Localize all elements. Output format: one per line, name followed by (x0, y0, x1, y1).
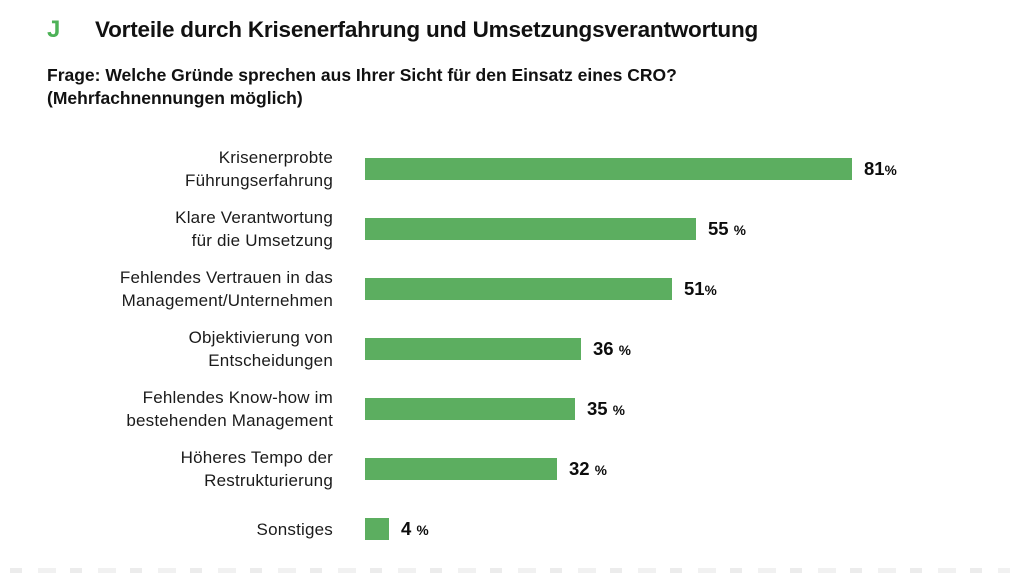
percent-sign: % (704, 283, 717, 298)
chart-row: Krisenerprobte Führungserfahrung 81% (47, 139, 977, 199)
bar (365, 278, 672, 300)
percent-sign: % (416, 523, 429, 538)
value-label: 36 % (593, 338, 631, 359)
value-label: 32 % (569, 458, 607, 479)
bar-wrap: 51% (365, 278, 717, 300)
category-label-line: Höheres Tempo der (180, 448, 333, 467)
bar (365, 518, 389, 540)
bar (365, 338, 581, 360)
bar-chart: Krisenerprobte Führungserfahrung 81% Klar… (47, 139, 977, 559)
category-label-line: Fehlendes Know-how im (142, 388, 333, 407)
bar-wrap: 81% (365, 158, 897, 180)
cutoff-text-artifact (10, 568, 1010, 573)
chart-row: Fehlendes Know-how im bestehenden Managem… (47, 379, 977, 439)
chart-row: Höheres Tempo der Restrukturierung 32 % (47, 439, 977, 499)
category-label-line: für die Umsetzung (191, 231, 333, 250)
category-label-line: Management/Unternehmen (121, 291, 333, 310)
bar-wrap: 35 % (365, 398, 625, 420)
chart-row: Klare Verantwortung für die Umsetzung 55 … (47, 199, 977, 259)
category-label: Objektivierung von Entscheidungen (47, 326, 333, 372)
value-label: 55 % (708, 218, 746, 239)
category-label: Krisenerprobte Führungserfahrung (47, 146, 333, 192)
category-label-line: Fehlendes Vertrauen in das (119, 268, 333, 287)
percent-sign: % (884, 163, 897, 178)
percent-sign: % (594, 463, 607, 478)
category-label-line: Entscheidungen (208, 351, 333, 370)
category-label: Klare Verantwortung für die Umsetzung (47, 206, 333, 252)
category-label: Sonstiges (47, 518, 333, 541)
value-label: 4 % (401, 518, 429, 539)
value-label: 81% (864, 158, 897, 179)
bar (365, 398, 575, 420)
category-label-line: Krisenerprobte (218, 148, 333, 167)
section-marker: J (47, 16, 61, 43)
bar-wrap: 32 % (365, 458, 607, 480)
percent-sign: % (612, 403, 625, 418)
category-label-line: Sonstiges (256, 519, 333, 539)
category-label: Fehlendes Vertrauen in das Management/Unt… (47, 266, 333, 312)
category-label-line: Führungserfahrung (185, 171, 333, 190)
category-label-line: bestehenden Management (126, 411, 333, 430)
percent-sign: % (733, 223, 746, 238)
chart-row: Fehlendes Vertrauen in das Management/Unt… (47, 259, 977, 319)
question-line-1: Frage: Welche Gründe sprechen aus Ihrer … (47, 65, 677, 85)
chart-row: Sonstiges 4 % (47, 499, 977, 559)
value-label: 35 % (587, 398, 625, 419)
percent-sign: % (618, 343, 631, 358)
category-label-line: Restrukturierung (204, 471, 333, 490)
category-label-line: Objektivierung von (188, 328, 333, 347)
value-label: 51% (684, 278, 717, 299)
bar (365, 458, 557, 480)
header: J Vorteile durch Krisenerfahrung und Ums… (47, 16, 758, 44)
bar-wrap: 55 % (365, 218, 746, 240)
bar-wrap: 4 % (365, 518, 429, 540)
category-label-line: Klare Verantwortung (175, 208, 333, 227)
category-label: Höheres Tempo der Restrukturierung (47, 446, 333, 492)
page-title: Vorteile durch Krisenerfahrung und Umset… (95, 17, 759, 42)
question-line-2: (Mehrfachnennungen möglich) (47, 88, 303, 108)
bar (365, 158, 852, 180)
category-label: Fehlendes Know-how im bestehenden Managem… (47, 386, 333, 432)
bar-wrap: 36 % (365, 338, 631, 360)
chart-row: Objektivierung von Entscheidungen 36 % (47, 319, 977, 379)
bar (365, 218, 696, 240)
question-text: Frage: Welche Gründe sprechen aus Ihrer … (47, 64, 677, 110)
